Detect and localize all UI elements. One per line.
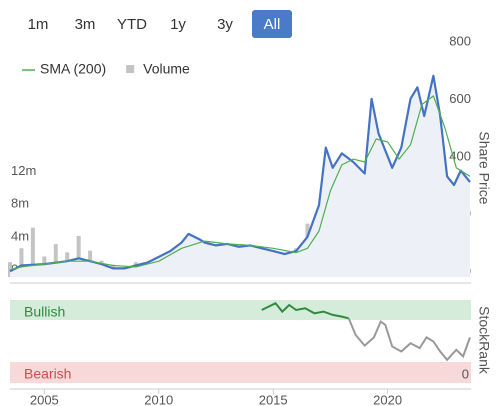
volume-bar [19, 248, 24, 277]
button-label: YTD [117, 16, 147, 33]
x-tick-label: 2015 [259, 392, 288, 406]
button-label: 3m [75, 16, 96, 33]
bearish-band [10, 362, 471, 383]
volume-bar [76, 235, 81, 277]
button-bg [252, 10, 292, 38]
volume-bar [30, 227, 35, 277]
y-tick-label: 800 [449, 33, 471, 48]
legend-label[interactable]: SMA (200) [40, 61, 106, 77]
x-tick-label: 2005 [30, 392, 59, 406]
range-button[interactable]: 3m [75, 16, 96, 33]
stockrank-line [347, 317, 471, 362]
bullish-label: Bullish [24, 304, 65, 320]
price-line [9, 74, 471, 273]
volume-bar [53, 244, 58, 277]
button-label: 1y [170, 16, 186, 33]
y-tick-label: 600 [449, 91, 471, 106]
range-button[interactable]: All [252, 10, 292, 38]
bearish-label: Bearish [24, 366, 71, 382]
button-label: 1m [28, 16, 49, 33]
button-label: 3y [217, 16, 233, 33]
y2-tick-label: 12m [11, 163, 36, 178]
range-button[interactable]: 3y [217, 16, 233, 33]
legend-label[interactable]: Volume [143, 61, 190, 77]
rank-tick-label: 0 [462, 366, 469, 381]
legend-swatch [126, 65, 135, 73]
sma-line [9, 95, 471, 271]
x-tick-label: 2010 [144, 392, 173, 406]
range-button[interactable]: 1y [170, 16, 186, 33]
y2-tick-label: 4m [11, 229, 29, 244]
y-tick-label: 400 [449, 148, 471, 163]
x-tick-label: 2020 [373, 392, 402, 406]
bullish-band [10, 300, 471, 320]
y2-tick-label: 8m [11, 196, 29, 211]
price-area [10, 75, 470, 277]
y-axis-label: Share Price [476, 131, 492, 204]
range-button[interactable]: 1m [28, 16, 49, 33]
stockrank-line [261, 302, 349, 320]
stockrank-label: StockRank [476, 306, 492, 375]
button-label: All [264, 16, 281, 33]
range-button[interactable]: YTD [117, 16, 147, 33]
